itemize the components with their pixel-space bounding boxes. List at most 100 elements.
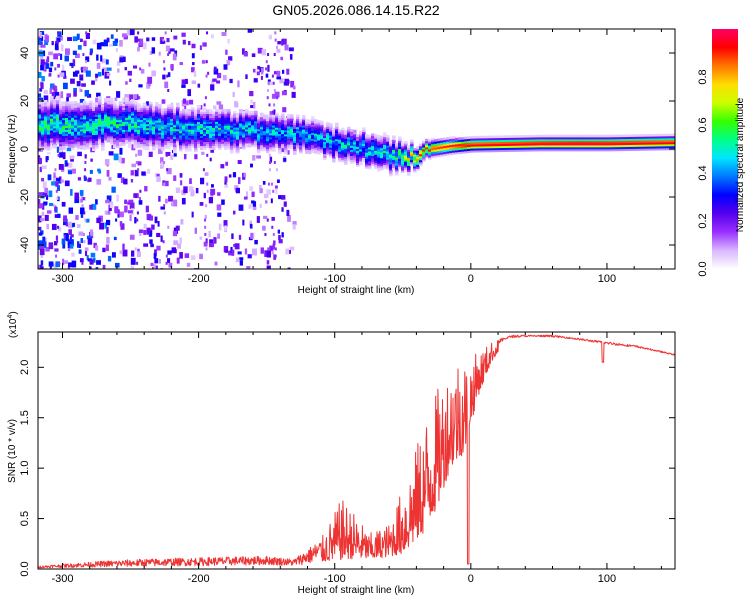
spectrogram-noise-cell	[280, 56, 284, 61]
spectrogram-cell	[125, 111, 129, 114]
spectrogram-cell	[662, 147, 666, 151]
spectrogram-cell	[200, 109, 204, 113]
spectrogram-cell	[284, 129, 288, 133]
spectrogram-cell	[479, 143, 483, 147]
spectrogram-cell	[56, 135, 60, 139]
spectrogram-cell	[233, 115, 237, 118]
spectrogram-cell	[146, 111, 150, 115]
spectrogram-noise-cell	[48, 51, 53, 56]
spectrogram-cell	[323, 151, 327, 155]
spectrogram-cell	[338, 147, 342, 150]
spectrogram-noise-cell	[111, 186, 116, 193]
spectrogram-cell	[524, 139, 528, 142]
spectrogram-cell	[68, 145, 72, 148]
spectrogram-cell	[491, 147, 495, 151]
spectrogram-cell	[632, 146, 636, 149]
spectrogram-cell	[44, 145, 48, 149]
spectrogram-cell	[74, 103, 78, 106]
spectrogram-cell	[65, 113, 69, 116]
spectrogram-cell	[158, 104, 162, 107]
spectrogram-cell	[101, 118, 105, 121]
spectrogram-noise-cell	[72, 222, 76, 227]
spectrogram-noise-cell	[88, 177, 92, 182]
spectrogram-cell	[341, 153, 345, 157]
spectrogram-cell	[581, 140, 585, 144]
spectrogram-cell	[272, 128, 276, 132]
spectrogram-cell	[269, 124, 273, 128]
spectrogram-cell	[77, 146, 81, 150]
spectrogram-cell	[173, 110, 177, 114]
spectrogram-cell	[41, 145, 45, 149]
spectrogram-noise-cell	[272, 243, 276, 250]
spectrogram-cell	[218, 121, 222, 124]
spectrogram-cell	[626, 140, 630, 144]
spectrogram-cell	[155, 111, 159, 115]
spectrogram-cell	[440, 142, 444, 145]
spectrogram-cell	[254, 134, 258, 138]
spectrogram-cell	[233, 113, 237, 116]
spectrogram-cell	[260, 140, 264, 144]
spectrogram-cell	[344, 130, 348, 133]
spectrogram-cell	[455, 145, 459, 149]
spectrogram-cell	[257, 132, 261, 136]
spectrogram-cell	[110, 99, 114, 103]
spectrogram-noise-cell	[119, 57, 124, 63]
spectrogram-cell	[74, 119, 78, 122]
spectrogram-cell	[368, 136, 372, 140]
spectrogram-noise-cell	[168, 195, 174, 202]
spectrogram-noise-cell	[96, 92, 101, 97]
spectrogram-cell	[296, 142, 300, 146]
spectrogram-cell	[434, 139, 438, 142]
spectrogram-cell	[164, 126, 168, 129]
spectrogram-cell	[47, 109, 51, 113]
spectrogram-noise-cell	[173, 35, 178, 40]
spectrogram-cell	[101, 130, 105, 133]
spectrogram-noise-cell	[95, 97, 100, 105]
spectrogram-cell	[92, 106, 96, 110]
spectrogram-cell	[254, 126, 258, 130]
spectrogram-cell	[47, 151, 51, 155]
spectrogram-noise-cell	[259, 203, 262, 208]
spectrogram-cell	[308, 125, 312, 129]
spectrogram-cell	[209, 129, 213, 132]
spectrogram-cell	[251, 122, 255, 126]
spectrogram-cell	[89, 138, 93, 142]
spectrogram-cell	[320, 120, 324, 124]
spectrogram-noise-cell	[108, 177, 112, 181]
spectrogram-cell	[251, 128, 255, 132]
spectrogram-noise-cell	[127, 70, 132, 76]
spectrogram-streak-cell	[137, 31, 140, 35]
snr-ytick-label: 1.0	[19, 461, 31, 476]
spectrogram-cell	[515, 141, 519, 144]
spectrogram-cell	[161, 130, 165, 133]
spectrogram-cell	[86, 106, 90, 110]
spectrogram-streak-cell	[273, 103, 276, 107]
spectrogram-cell	[263, 124, 267, 128]
spectrogram-cell	[77, 134, 81, 138]
spectrogram-cell	[194, 117, 198, 120]
spectrogram-cell	[608, 148, 612, 152]
spectrogram-cell	[143, 131, 147, 135]
spectrogram-cell	[107, 129, 111, 133]
spectrogram-cell	[416, 148, 420, 151]
spectrogram-cell	[488, 141, 492, 145]
spectrogram-noise-cell	[64, 260, 69, 264]
spectrogram-noise-cell	[292, 221, 297, 226]
spectrogram-cell	[50, 109, 54, 113]
spectrogram-noise-cell	[90, 252, 96, 258]
spectrogram-cell	[356, 144, 360, 147]
spectrogram-cell	[143, 143, 147, 147]
spectrogram-cell	[635, 146, 639, 149]
spectrogram-noise-cell	[122, 97, 126, 103]
spectrogram-cell	[131, 123, 135, 126]
spectrogram-cell	[266, 146, 270, 150]
spectrogram-cell	[197, 143, 201, 147]
spectrogram-cell	[422, 140, 426, 144]
spectrogram-cell	[482, 137, 486, 141]
spectrogram-cell	[101, 108, 105, 111]
spectrogram-streak-cell	[165, 254, 168, 258]
spectrogram-cell	[227, 113, 231, 116]
spectrogram-cell	[218, 131, 222, 134]
spectrogram-cell	[410, 139, 414, 143]
spectrogram-cell	[569, 144, 573, 148]
